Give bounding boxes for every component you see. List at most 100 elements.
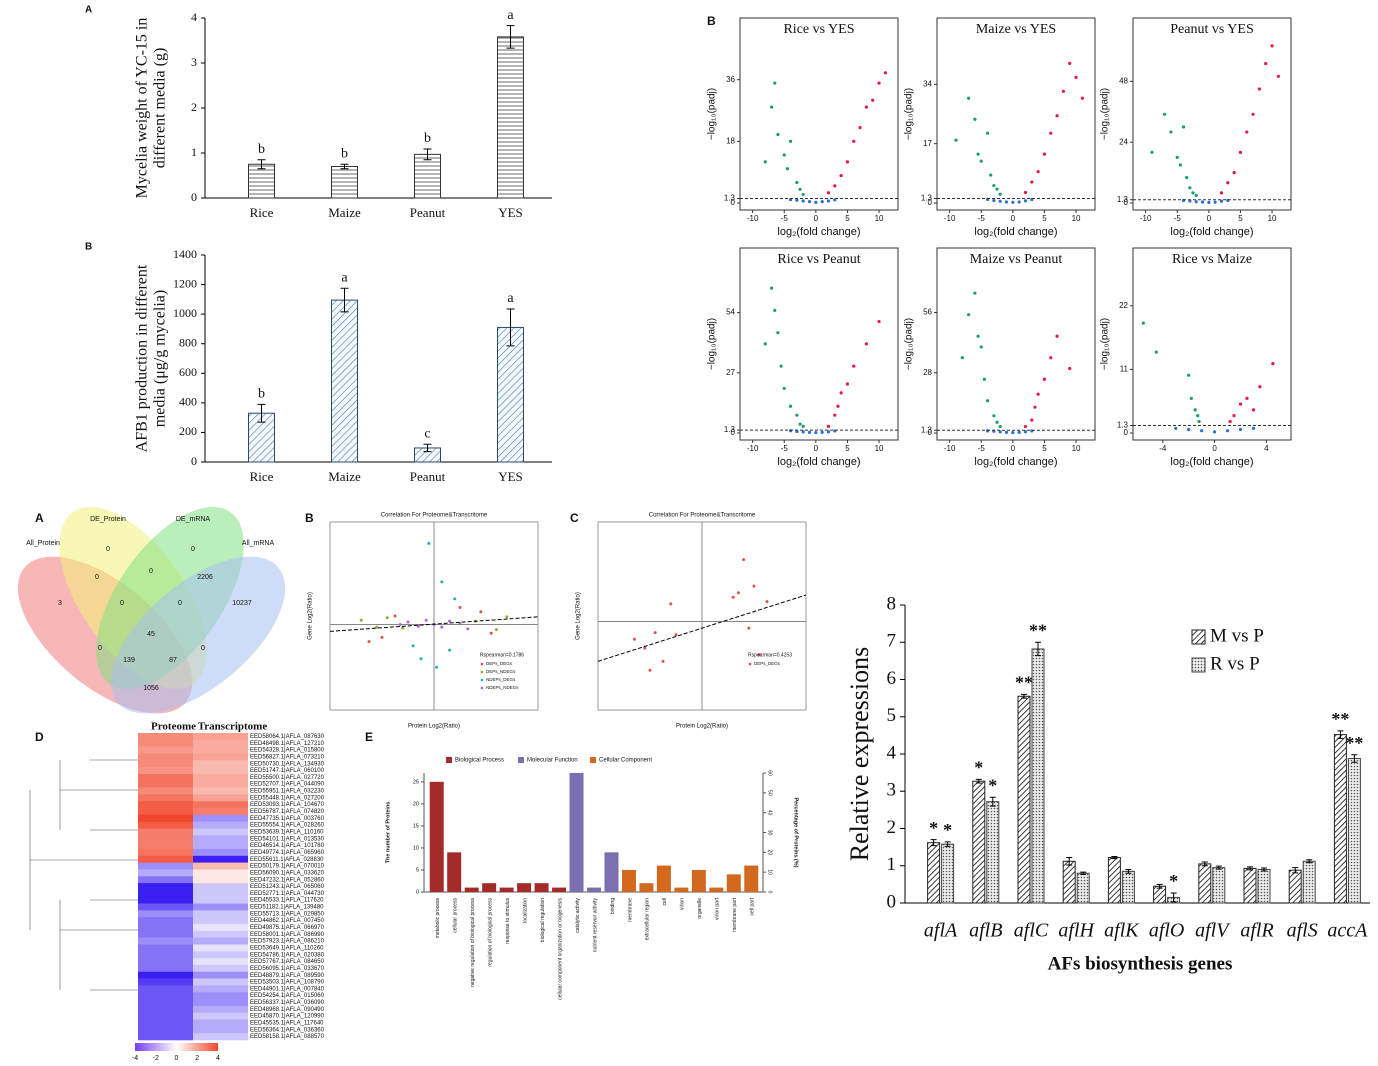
x-tick-label: aflB xyxy=(969,920,1002,942)
point xyxy=(1258,385,1262,389)
point xyxy=(1055,114,1059,118)
point xyxy=(1200,429,1204,433)
point xyxy=(852,364,856,368)
y-tick-label: 18 xyxy=(726,136,735,145)
point xyxy=(648,668,652,672)
point xyxy=(406,620,410,624)
point xyxy=(731,595,735,599)
bar xyxy=(1121,870,1135,904)
x-tick-label: -5 xyxy=(1174,214,1182,223)
y-axis-label: different media (g) xyxy=(152,48,169,169)
x-tick-label: -4 xyxy=(1159,444,1167,453)
y-tick-label: 1400 xyxy=(173,247,197,261)
x-tick-label: 10 xyxy=(1072,214,1081,223)
point xyxy=(375,625,379,629)
x-tick-label: organelle xyxy=(697,898,703,919)
x-tick-label: 4 xyxy=(1264,444,1269,453)
y-tick-label: 8 xyxy=(887,593,897,614)
point xyxy=(1213,200,1217,204)
heat-cell xyxy=(138,787,193,795)
bar xyxy=(1212,867,1226,904)
point xyxy=(1017,430,1021,434)
y-tick-label: 7 xyxy=(887,631,897,652)
bar xyxy=(248,163,275,199)
point xyxy=(1245,396,1249,400)
point xyxy=(401,626,405,630)
x-tick-label: 5 xyxy=(845,444,850,453)
x-axis-label: Protein Log2(Ratio) xyxy=(408,724,460,730)
y-tick-label: 48 xyxy=(1119,76,1128,85)
significance-label: ** xyxy=(1345,733,1363,753)
x-tick-label: YES xyxy=(498,469,523,484)
heat-cell xyxy=(193,801,248,809)
bar xyxy=(447,852,462,892)
x-tick-label: aflO xyxy=(1149,920,1185,942)
bar xyxy=(464,887,479,892)
row-label: EED48498.1|AFLA_127210 xyxy=(250,741,325,747)
region-count: 45 xyxy=(147,631,155,638)
point xyxy=(826,199,831,203)
x-tick-label: -5 xyxy=(978,444,986,453)
bar xyxy=(552,887,567,892)
panel-title: Rice vs Peanut xyxy=(777,252,860,267)
colorbar-tick-label: 2 xyxy=(195,1055,199,1062)
heat-cell xyxy=(138,814,193,822)
x-tick-label: 0 xyxy=(1011,214,1016,223)
bar xyxy=(331,299,358,463)
chart-title: Correlation For Proteome&Transcritome xyxy=(381,513,488,519)
significance-label: * xyxy=(943,820,952,840)
point xyxy=(747,626,751,630)
point xyxy=(998,192,1002,196)
bar xyxy=(972,780,986,904)
region-count: 0 xyxy=(98,645,102,652)
y-tick-label: 800 xyxy=(179,335,197,349)
point xyxy=(505,615,509,619)
y2-tick-label: 20 xyxy=(767,850,773,856)
point xyxy=(883,71,887,75)
row-label: EED48968.1|AFLA_090490 xyxy=(250,1007,325,1013)
heat-cell xyxy=(138,889,193,898)
point xyxy=(1185,176,1189,180)
point xyxy=(782,386,786,391)
y-tick-label: 2 xyxy=(191,100,197,114)
legend-swatch xyxy=(480,662,484,666)
row-label: EED45870.1|AFLA_120990 xyxy=(250,1014,325,1020)
bar xyxy=(1302,860,1316,904)
x-tick-label: biological regulation xyxy=(540,898,546,942)
point xyxy=(1036,392,1040,396)
point xyxy=(770,286,774,290)
point xyxy=(763,342,767,346)
row-label: EED55951.1|AFLA_032230 xyxy=(250,789,325,795)
y-tick-label: 6 xyxy=(887,668,897,689)
heat-cell xyxy=(193,917,248,925)
heat-cell xyxy=(193,746,248,754)
bar xyxy=(497,36,524,199)
point xyxy=(1023,199,1028,203)
point xyxy=(1232,414,1236,418)
heat-cell xyxy=(193,773,248,782)
heat-cell xyxy=(193,992,248,1000)
row-label: EED54786.1|AFLA_020380 xyxy=(250,952,325,958)
point xyxy=(661,659,665,663)
error-bar xyxy=(975,778,982,784)
point xyxy=(795,413,799,417)
region-count: 10237 xyxy=(232,600,252,607)
y-tick-label: 27 xyxy=(726,368,735,377)
bar xyxy=(1243,867,1257,904)
point xyxy=(440,625,444,629)
heat-cell xyxy=(193,808,248,816)
x-tick-label: 10 xyxy=(1072,444,1081,453)
point xyxy=(1150,150,1154,154)
point xyxy=(798,422,802,426)
error-bar xyxy=(1066,857,1073,866)
x-axis-label: log₂(fold change) xyxy=(1170,456,1253,468)
stat-label: Rspearman=0.1786 xyxy=(480,652,524,658)
row-label: EED51747.1|AFLA_060100 xyxy=(250,768,325,774)
point xyxy=(976,152,980,156)
row-label: EED52771.1|AFLA_044730 xyxy=(250,891,325,897)
point xyxy=(992,414,996,418)
point xyxy=(1196,414,1200,418)
row-label: EED54101.1|AFLA_013530 xyxy=(250,836,325,842)
bar xyxy=(1198,863,1212,904)
